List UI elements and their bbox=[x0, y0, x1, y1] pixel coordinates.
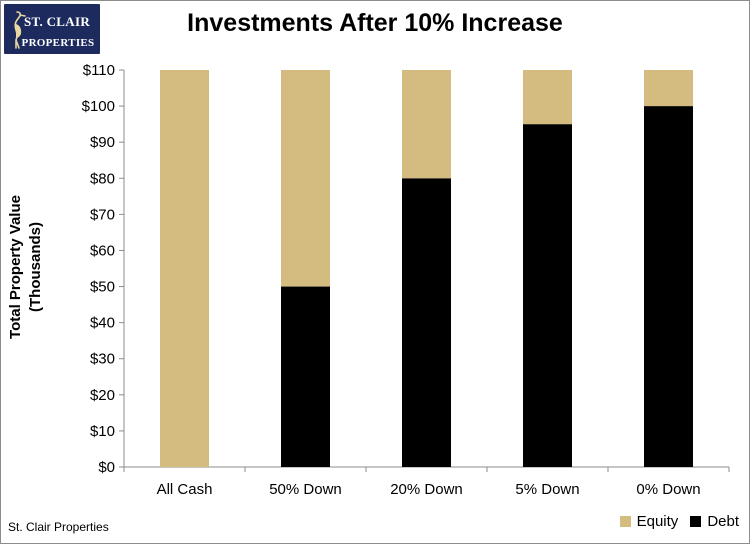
bar-equity bbox=[281, 70, 330, 287]
bar-debt bbox=[281, 286, 330, 467]
bar-equity bbox=[160, 70, 209, 467]
y-tick-label: $40 bbox=[90, 315, 115, 332]
legend-label-debt: Debt bbox=[707, 513, 739, 530]
logo-text-line1: ST. CLAIR bbox=[23, 14, 91, 29]
y-tick-label: $100 bbox=[82, 98, 115, 115]
legend-item-equity: Equity bbox=[619, 513, 679, 530]
y-tick-label: $50 bbox=[90, 279, 115, 296]
bar-debt bbox=[402, 178, 451, 468]
y-tick-label: $20 bbox=[90, 387, 115, 404]
legend-swatch-equity bbox=[619, 516, 631, 527]
bar-debt bbox=[523, 124, 572, 468]
legend: Equity Debt bbox=[608, 513, 739, 530]
y-tick-label: $30 bbox=[90, 351, 115, 368]
legend-item-debt: Debt bbox=[690, 513, 739, 530]
chart-title: Investments After 10% Increase bbox=[187, 9, 563, 37]
legend-swatch-debt bbox=[690, 516, 702, 527]
bar-equity bbox=[523, 70, 572, 125]
bar-debt bbox=[644, 106, 693, 467]
footer-source: St. Clair Properties bbox=[8, 520, 109, 534]
bar-equity bbox=[402, 70, 451, 179]
y-tick-label: $110 bbox=[83, 62, 115, 79]
y-tick-label: $60 bbox=[90, 242, 115, 259]
y-tick-label: $90 bbox=[90, 134, 115, 151]
legend-label-equity: Equity bbox=[636, 513, 679, 530]
logo-text-line2: PROPERTIES bbox=[21, 37, 95, 49]
y-tick-label: $70 bbox=[90, 206, 115, 223]
x-tick-label: 0% Down bbox=[636, 481, 700, 498]
x-tick-label: 20% Down bbox=[390, 481, 463, 498]
x-tick-label: 5% Down bbox=[515, 481, 579, 498]
y-tick-label: $0 bbox=[98, 459, 115, 476]
x-tick-label: 50% Down bbox=[269, 481, 342, 498]
heron-icon bbox=[14, 11, 26, 49]
x-tick-label: All Cash bbox=[157, 481, 213, 498]
company-logo: ST. CLAIR PROPERTIES bbox=[4, 4, 100, 54]
y-tick-label: $10 bbox=[90, 423, 115, 440]
y-tick-label: $80 bbox=[90, 170, 115, 187]
bar-equity bbox=[644, 70, 693, 107]
